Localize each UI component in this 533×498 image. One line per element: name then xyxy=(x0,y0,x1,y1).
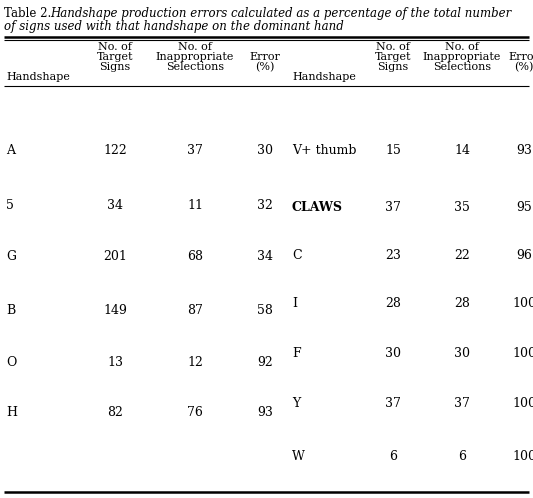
Text: 12: 12 xyxy=(187,356,203,369)
Text: 93: 93 xyxy=(516,143,532,156)
Text: G: G xyxy=(6,249,16,262)
Text: 6: 6 xyxy=(458,450,466,463)
Text: Table 2.: Table 2. xyxy=(4,7,55,20)
Text: Handshape production errors calculated as a percentage of the total number: Handshape production errors calculated a… xyxy=(50,7,511,20)
Text: No. of: No. of xyxy=(178,42,212,52)
Text: No. of: No. of xyxy=(445,42,479,52)
Text: 5: 5 xyxy=(6,199,14,212)
Text: I: I xyxy=(292,296,297,309)
Text: B: B xyxy=(6,303,15,317)
Text: A: A xyxy=(6,143,15,156)
Text: 58: 58 xyxy=(257,303,273,317)
Text: 28: 28 xyxy=(454,296,470,309)
Text: 14: 14 xyxy=(454,143,470,156)
Text: 96: 96 xyxy=(516,249,532,261)
Text: 87: 87 xyxy=(187,303,203,317)
Text: Inappropriate: Inappropriate xyxy=(423,52,501,62)
Text: No. of: No. of xyxy=(376,42,410,52)
Text: 82: 82 xyxy=(107,405,123,418)
Text: F: F xyxy=(292,347,301,360)
Text: Error: Error xyxy=(249,52,280,62)
Text: 37: 37 xyxy=(454,396,470,409)
Text: 95: 95 xyxy=(516,201,532,214)
Text: 34: 34 xyxy=(107,199,123,212)
Text: CLAWS: CLAWS xyxy=(292,201,343,214)
Text: 37: 37 xyxy=(385,396,401,409)
Text: 6: 6 xyxy=(389,450,397,463)
Text: 15: 15 xyxy=(385,143,401,156)
Text: 32: 32 xyxy=(257,199,273,212)
Text: (%): (%) xyxy=(514,62,533,72)
Text: Y: Y xyxy=(292,396,300,409)
Text: Error: Error xyxy=(508,52,533,62)
Text: H: H xyxy=(6,405,17,418)
Text: 122: 122 xyxy=(103,143,127,156)
Text: 100: 100 xyxy=(512,450,533,463)
Text: 201: 201 xyxy=(103,249,127,262)
Text: 11: 11 xyxy=(187,199,203,212)
Text: 149: 149 xyxy=(103,303,127,317)
Text: Handshape: Handshape xyxy=(292,72,356,82)
Text: 37: 37 xyxy=(385,201,401,214)
Text: 30: 30 xyxy=(257,143,273,156)
Text: 30: 30 xyxy=(454,347,470,360)
Text: 76: 76 xyxy=(187,405,203,418)
Text: 100: 100 xyxy=(512,396,533,409)
Text: Target: Target xyxy=(97,52,133,62)
Text: No. of: No. of xyxy=(98,42,132,52)
Text: Handshape: Handshape xyxy=(6,72,70,82)
Text: Signs: Signs xyxy=(377,62,409,72)
Text: Inappropriate: Inappropriate xyxy=(156,52,234,62)
Text: 30: 30 xyxy=(385,347,401,360)
Text: 68: 68 xyxy=(187,249,203,262)
Text: O: O xyxy=(6,356,17,369)
Text: 13: 13 xyxy=(107,356,123,369)
Text: 28: 28 xyxy=(385,296,401,309)
Text: Signs: Signs xyxy=(99,62,131,72)
Text: 23: 23 xyxy=(385,249,401,261)
Text: Selections: Selections xyxy=(166,62,224,72)
Text: W: W xyxy=(292,450,305,463)
Text: (%): (%) xyxy=(255,62,274,72)
Text: 35: 35 xyxy=(454,201,470,214)
Text: Selections: Selections xyxy=(433,62,491,72)
Text: 93: 93 xyxy=(257,405,273,418)
Text: 92: 92 xyxy=(257,356,273,369)
Text: 100: 100 xyxy=(512,347,533,360)
Text: 100: 100 xyxy=(512,296,533,309)
Text: 22: 22 xyxy=(454,249,470,261)
Text: 34: 34 xyxy=(257,249,273,262)
Text: 37: 37 xyxy=(187,143,203,156)
Text: of signs used with that handshape on the dominant hand: of signs used with that handshape on the… xyxy=(4,20,344,33)
Text: V+ thumb: V+ thumb xyxy=(292,143,357,156)
Text: C: C xyxy=(292,249,302,261)
Text: Target: Target xyxy=(375,52,411,62)
